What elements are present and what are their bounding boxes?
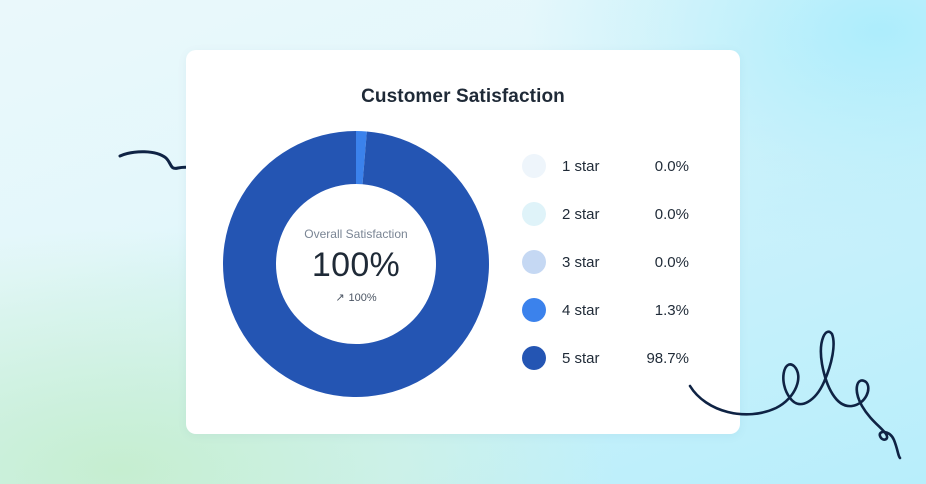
legend-label: 1 star bbox=[562, 158, 600, 175]
legend-item-2-star: 2 star 0.0% bbox=[521, 202, 711, 250]
legend-item-3-star: 3 star 0.0% bbox=[521, 250, 711, 298]
chart-legend: 1 star 0.0% 2 star 0.0% 3 star 0.0% 4 star 1.3%… bbox=[521, 154, 711, 394]
legend-value: 0.0% bbox=[654, 206, 689, 223]
legend-color-dot bbox=[522, 298, 546, 322]
legend-value: 98.7% bbox=[646, 350, 689, 367]
legend-value: 0.0% bbox=[654, 254, 689, 271]
legend-item-1-star: 1 star 0.0% bbox=[521, 154, 711, 202]
legend-label: 3 star bbox=[562, 254, 600, 271]
loop-doodle-right bbox=[688, 330, 902, 460]
legend-value: 1.3% bbox=[654, 302, 689, 319]
center-value: 100% bbox=[311, 246, 401, 284]
card-title: Customer Satisfaction bbox=[361, 86, 565, 107]
legend-item-4-star: 4 star 1.3% bbox=[521, 298, 711, 346]
arrow-up-right-icon: ↗ bbox=[335, 292, 345, 304]
legend-label: 5 star bbox=[562, 350, 600, 367]
legend-label: 4 star bbox=[562, 302, 600, 319]
center-label: Overall Satisfaction bbox=[304, 227, 408, 241]
center-trend: ↗ 100% bbox=[222, 291, 490, 304]
legend-label: 2 star bbox=[562, 206, 600, 223]
legend-color-dot bbox=[522, 202, 546, 226]
legend-item-5-star: 5 star 98.7% bbox=[521, 346, 711, 394]
donut-slice-5-star bbox=[222, 131, 489, 397]
legend-color-dot bbox=[522, 346, 546, 370]
legend-color-dot bbox=[522, 154, 546, 178]
trend-value: 100% bbox=[348, 292, 377, 304]
donut-slice-4-star bbox=[356, 131, 367, 185]
donut-chart bbox=[222, 131, 489, 397]
legend-value: 0.0% bbox=[654, 158, 689, 175]
legend-color-dot bbox=[522, 250, 546, 274]
satisfaction-card: Customer Satisfaction Overall Satisfacti… bbox=[186, 50, 740, 434]
